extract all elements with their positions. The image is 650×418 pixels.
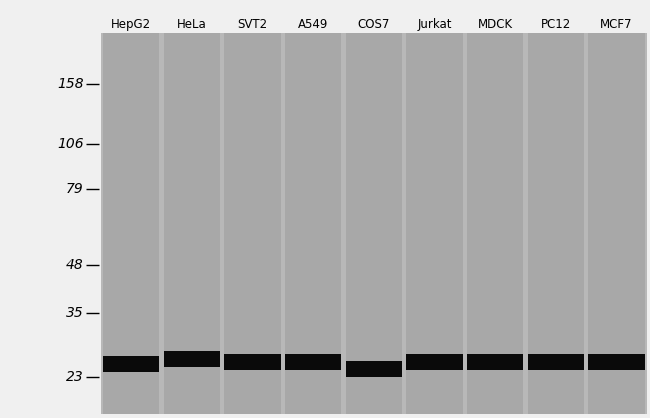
Bar (0, 0, 101, 418)
Bar (285, 33, 341, 414)
Bar (346, 361, 402, 377)
Text: MCF7: MCF7 (600, 18, 632, 31)
Bar (528, 354, 584, 370)
Bar (346, 33, 402, 414)
Bar (0, 0, 650, 33)
Bar (224, 33, 281, 414)
Text: 106: 106 (57, 138, 84, 151)
Bar (467, 354, 523, 370)
Bar (0, 414, 650, 418)
Bar (406, 354, 463, 370)
Bar (164, 33, 220, 414)
Text: HepG2: HepG2 (111, 18, 151, 31)
Text: 158: 158 (57, 77, 84, 91)
Text: 35: 35 (66, 306, 84, 320)
Text: A549: A549 (298, 18, 328, 31)
Bar (103, 356, 159, 372)
Text: 79: 79 (66, 182, 84, 196)
Bar (101, 33, 647, 414)
Bar (467, 33, 523, 414)
Text: 48: 48 (66, 258, 84, 272)
Bar (164, 351, 220, 367)
Text: SVT2: SVT2 (237, 18, 268, 31)
Bar (406, 33, 463, 414)
Text: HeLa: HeLa (177, 18, 207, 31)
Bar (285, 354, 341, 370)
Text: PC12: PC12 (541, 18, 571, 31)
Bar (103, 33, 159, 414)
Bar (588, 33, 645, 414)
Bar (588, 354, 645, 370)
Text: MDCK: MDCK (478, 18, 513, 31)
Text: 23: 23 (66, 370, 84, 384)
Bar (224, 354, 281, 370)
Text: Jurkat: Jurkat (417, 18, 452, 31)
Text: COS7: COS7 (358, 18, 390, 31)
Bar (528, 33, 584, 414)
